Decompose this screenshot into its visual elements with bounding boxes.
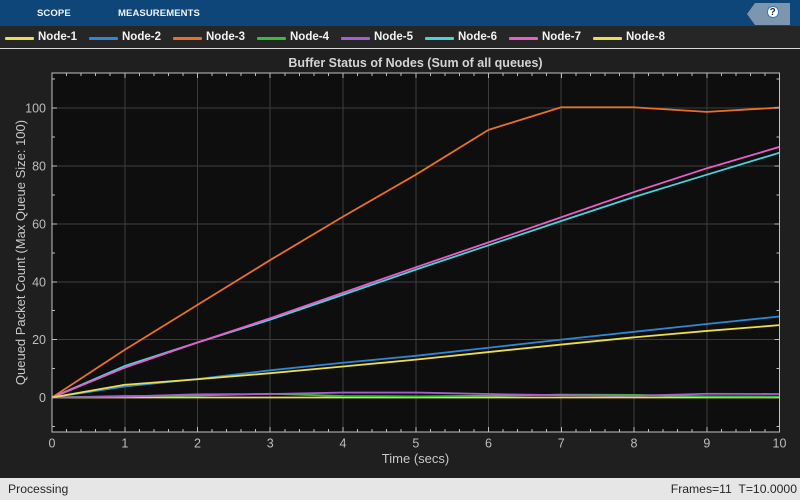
- svg-text:2: 2: [194, 437, 201, 451]
- svg-text:4: 4: [340, 437, 347, 451]
- svg-text:80: 80: [32, 160, 46, 174]
- svg-text:9: 9: [703, 437, 710, 451]
- svg-text:0: 0: [39, 391, 46, 405]
- svg-text:1: 1: [121, 437, 128, 451]
- svg-text:60: 60: [32, 217, 46, 231]
- svg-text:100: 100: [25, 102, 46, 116]
- svg-text:20: 20: [32, 333, 46, 347]
- svg-text:Queued Packet Count (Max Queue: Queued Packet Count (Max Queue Size: 100…: [13, 120, 28, 385]
- svg-text:0: 0: [49, 437, 56, 451]
- svg-text:7: 7: [558, 437, 565, 451]
- svg-text:Time (secs): Time (secs): [382, 451, 449, 466]
- svg-text:Buffer Status of Nodes (Sum of: Buffer Status of Nodes (Sum of all queue…: [288, 56, 542, 70]
- svg-text:40: 40: [32, 275, 46, 289]
- svg-text:6: 6: [485, 437, 492, 451]
- svg-text:5: 5: [412, 437, 419, 451]
- svg-text:10: 10: [773, 437, 787, 451]
- svg-text:3: 3: [267, 437, 274, 451]
- svg-text:8: 8: [631, 437, 638, 451]
